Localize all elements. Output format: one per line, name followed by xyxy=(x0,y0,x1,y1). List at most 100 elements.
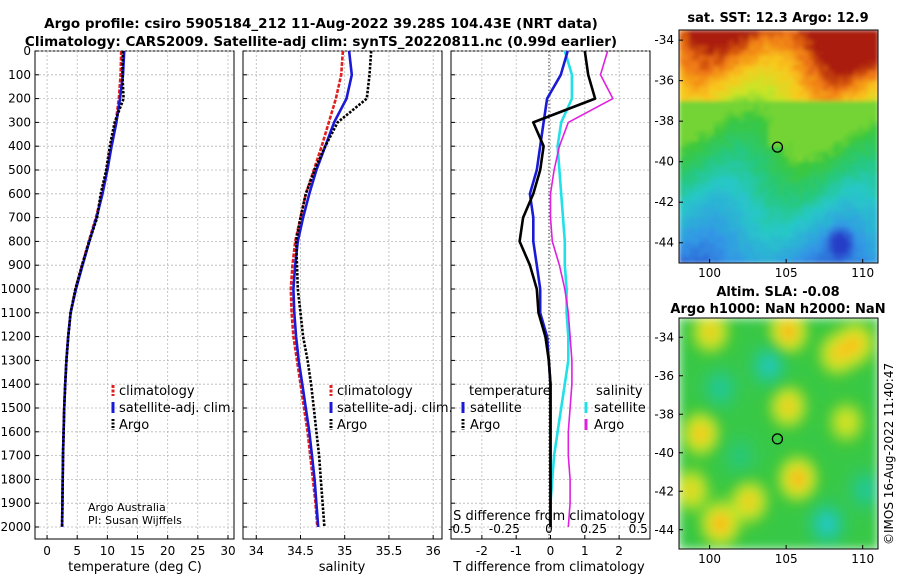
heatmap-cell xyxy=(813,105,819,112)
heatmap-cell xyxy=(813,393,819,399)
heatmap-cell xyxy=(768,478,775,485)
heatmap-cell xyxy=(793,453,799,460)
heatmap-cell xyxy=(868,443,874,450)
heatmap-cell xyxy=(873,418,878,425)
heatmap-cell xyxy=(808,353,814,359)
heatmap-cell xyxy=(788,141,795,148)
heatmap-cell xyxy=(863,498,869,505)
heatmap-cell xyxy=(753,413,760,420)
heatmap-cell xyxy=(813,528,819,535)
heatmap-cell xyxy=(793,202,799,208)
heatmap-cell xyxy=(768,433,775,440)
heatmap-cell xyxy=(733,80,740,87)
heatmap-cell xyxy=(773,398,780,404)
heatmap-cell xyxy=(808,458,814,465)
heatmap-cell xyxy=(798,508,804,515)
heatmap-cell xyxy=(853,403,859,409)
heatmap-cell xyxy=(863,85,869,92)
heatmap-cell xyxy=(843,398,849,404)
heatmap-cell xyxy=(768,508,775,515)
heatmap-cell xyxy=(808,453,814,460)
heatmap-cell xyxy=(708,227,715,234)
heatmap-cell xyxy=(753,543,760,549)
heatmap-cell xyxy=(758,423,765,430)
heatmap-cell xyxy=(783,100,790,107)
heatmap-cell xyxy=(773,338,780,344)
heatmap-cell xyxy=(763,528,770,535)
heatmap-cell xyxy=(853,80,859,87)
heatmap-cell xyxy=(803,166,809,173)
heatmap-cell xyxy=(723,423,730,430)
heatmap-cell xyxy=(693,111,700,117)
heatmap-cell xyxy=(728,318,735,324)
heatmap-cell xyxy=(848,483,854,490)
heatmap-cell xyxy=(683,70,690,77)
heatmap-cell xyxy=(808,232,814,239)
heatmap-cell xyxy=(703,383,710,389)
heatmap-cell xyxy=(693,413,700,420)
heatmap-cell xyxy=(723,368,730,374)
heatmap-cell xyxy=(773,503,780,510)
heatmap-cell xyxy=(818,393,824,399)
heatmap-cell xyxy=(838,328,844,334)
heatmap-cell xyxy=(783,50,790,56)
heatmap-cell xyxy=(778,463,785,470)
heatmap-cell xyxy=(793,65,799,72)
heatmap-cell xyxy=(853,413,859,420)
heatmap-cell xyxy=(783,418,790,425)
heatmap-cell xyxy=(793,222,799,229)
heatmap-cell xyxy=(798,95,804,102)
heatmap-cell xyxy=(858,30,864,36)
heatmap-cell xyxy=(818,116,824,122)
heatmap-cell xyxy=(753,146,760,153)
heatmap-cell xyxy=(778,131,785,137)
heatmap-cell xyxy=(753,151,760,158)
heatmap-cell xyxy=(808,433,814,440)
heatmap-cell xyxy=(843,70,849,77)
heatmap-cell xyxy=(768,197,775,203)
heatmap-cell xyxy=(753,363,760,369)
heatmap-cell xyxy=(778,65,785,72)
heatmap-cell xyxy=(813,192,819,198)
heatmap-cell xyxy=(738,333,745,339)
heatmap-cell xyxy=(763,513,770,520)
heatmap-cell xyxy=(778,383,785,389)
heatmap-cell xyxy=(793,478,799,485)
heatmap-cell xyxy=(833,378,839,384)
heatmap-cell xyxy=(808,428,814,435)
heatmap-cell xyxy=(818,523,824,530)
heatmap-cell xyxy=(773,543,780,549)
heatmap-cell xyxy=(713,197,720,203)
heatmap-cell xyxy=(738,192,745,198)
heatmap-cell xyxy=(713,161,720,168)
heatmap-cell xyxy=(773,333,780,339)
heatmap-cell xyxy=(763,333,770,339)
heatmap-cell xyxy=(778,473,785,480)
heatmap-cell xyxy=(693,483,700,490)
heatmap-cell xyxy=(858,207,864,213)
heatmap-cell xyxy=(698,543,705,549)
heatmap-cell xyxy=(838,187,844,193)
heatmap-cell xyxy=(758,227,765,234)
heatmap-cell xyxy=(788,323,795,329)
heatmap-cell xyxy=(733,508,740,515)
heatmap-cell xyxy=(873,413,878,420)
heatmap-cell xyxy=(858,438,864,445)
heatmap-cell xyxy=(858,146,864,153)
heatmap-cell xyxy=(778,488,785,495)
salinity-xlabel: salinity xyxy=(319,560,366,575)
heatmap-cell xyxy=(873,187,878,193)
heatmap-cell xyxy=(703,257,710,263)
heatmap-cell xyxy=(753,498,760,505)
heatmap-cell xyxy=(679,192,685,198)
heatmap-cell xyxy=(703,363,710,369)
heatmap-cell xyxy=(713,408,720,415)
heatmap-cell xyxy=(868,85,874,92)
heatmap-cell xyxy=(708,443,715,450)
heatmap-cell xyxy=(683,116,690,122)
heatmap-cell xyxy=(688,533,695,540)
heatmap-cell xyxy=(748,222,755,229)
heatmap-cell xyxy=(798,126,804,132)
heatmap-cell xyxy=(679,323,685,329)
heatmap-cell xyxy=(863,518,869,525)
